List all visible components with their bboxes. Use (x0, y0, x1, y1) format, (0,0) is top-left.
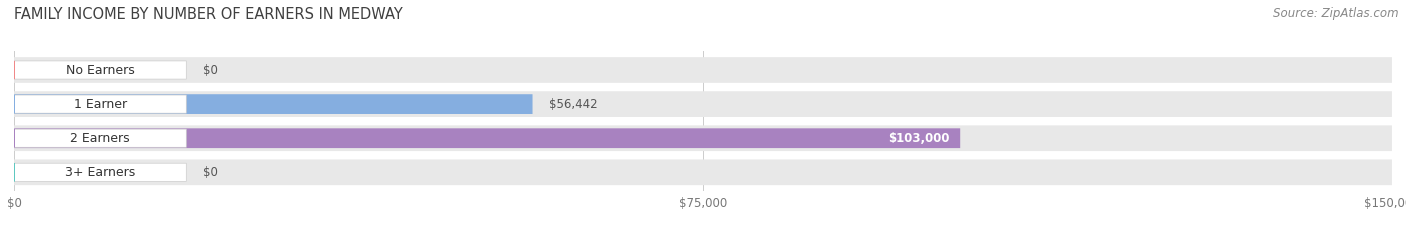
Text: 1 Earner: 1 Earner (73, 98, 127, 111)
Text: $56,442: $56,442 (550, 98, 598, 111)
FancyBboxPatch shape (14, 94, 533, 114)
Text: $0: $0 (202, 64, 218, 76)
FancyBboxPatch shape (14, 91, 1392, 117)
FancyBboxPatch shape (14, 95, 186, 113)
FancyBboxPatch shape (14, 129, 186, 147)
FancyBboxPatch shape (14, 57, 1392, 83)
Text: $103,000: $103,000 (887, 132, 949, 145)
FancyBboxPatch shape (14, 61, 186, 79)
FancyBboxPatch shape (14, 128, 960, 148)
Text: 3+ Earners: 3+ Earners (65, 166, 135, 179)
Text: 2 Earners: 2 Earners (70, 132, 129, 145)
Text: FAMILY INCOME BY NUMBER OF EARNERS IN MEDWAY: FAMILY INCOME BY NUMBER OF EARNERS IN ME… (14, 7, 402, 22)
Text: Source: ZipAtlas.com: Source: ZipAtlas.com (1274, 7, 1399, 20)
FancyBboxPatch shape (14, 125, 1392, 151)
FancyBboxPatch shape (14, 163, 186, 182)
Text: $0: $0 (202, 166, 218, 179)
Text: No Earners: No Earners (66, 64, 135, 76)
FancyBboxPatch shape (14, 159, 1392, 185)
